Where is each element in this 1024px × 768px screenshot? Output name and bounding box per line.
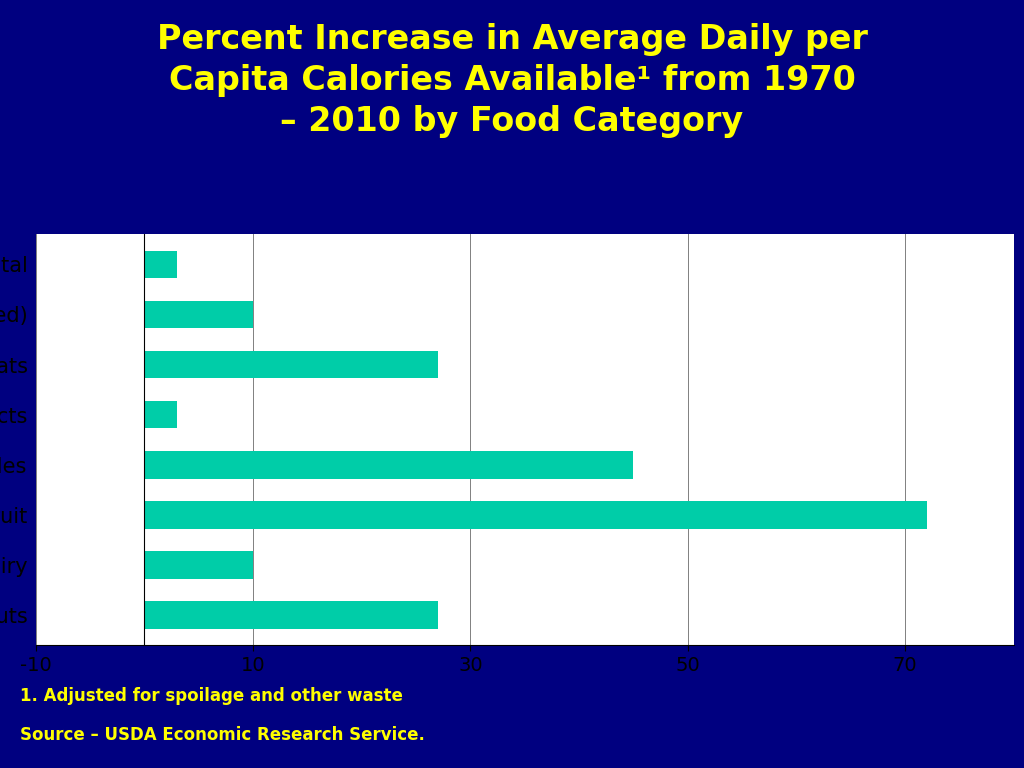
Text: Source – USDA Economic Research Service.: Source – USDA Economic Research Service. (20, 726, 425, 743)
Bar (144, 300, 253, 328)
Bar (144, 501, 927, 528)
Bar (144, 551, 253, 579)
Bar (144, 250, 177, 278)
Bar (144, 351, 438, 379)
Bar (144, 451, 634, 478)
Bar (144, 601, 438, 629)
Bar (144, 401, 177, 429)
Text: Percent Increase in Average Daily per
Capita Calories Available¹ from 1970
– 201: Percent Increase in Average Daily per Ca… (157, 23, 867, 137)
Text: 1. Adjusted for spoilage and other waste: 1. Adjusted for spoilage and other waste (20, 687, 403, 705)
